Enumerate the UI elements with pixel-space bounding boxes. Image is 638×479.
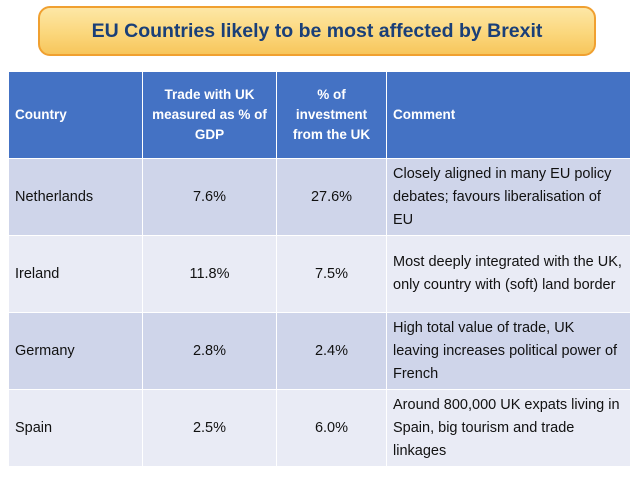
- cell-trade: 11.8%: [142, 235, 277, 313]
- brexit-impact-table: Country Trade with UK measured as % of G…: [8, 71, 631, 467]
- header-country: Country: [8, 71, 143, 159]
- slide-title: EU Countries likely to be most affected …: [91, 19, 543, 42]
- header-trade: Trade with UK measured as % of GDP: [142, 71, 277, 159]
- table-row: Netherlands 7.6% 27.6% Closely aligned i…: [8, 158, 631, 236]
- cell-comment: Around 800,000 UK expats living in Spain…: [386, 389, 631, 467]
- cell-comment: High total value of trade, UK leaving in…: [386, 312, 631, 390]
- cell-country: Germany: [8, 312, 143, 390]
- cell-country: Spain: [8, 389, 143, 467]
- cell-investment: 7.5%: [276, 235, 387, 313]
- cell-investment: 6.0%: [276, 389, 387, 467]
- cell-country: Netherlands: [8, 158, 143, 236]
- cell-investment: 27.6%: [276, 158, 387, 236]
- header-investment: % of investment from the UK: [276, 71, 387, 159]
- title-banner: EU Countries likely to be most affected …: [38, 6, 596, 56]
- cell-trade: 7.6%: [142, 158, 277, 236]
- table-row: Ireland 11.8% 7.5% Most deeply integrate…: [8, 235, 631, 313]
- table-row: Spain 2.5% 6.0% Around 800,000 UK expats…: [8, 389, 631, 467]
- header-comment: Comment: [386, 71, 631, 159]
- table-row: Germany 2.8% 2.4% High total value of tr…: [8, 312, 631, 390]
- cell-trade: 2.5%: [142, 389, 277, 467]
- cell-investment: 2.4%: [276, 312, 387, 390]
- cell-country: Ireland: [8, 235, 143, 313]
- table-header-row: Country Trade with UK measured as % of G…: [8, 71, 631, 159]
- cell-trade: 2.8%: [142, 312, 277, 390]
- cell-comment: Most deeply integrated with the UK, only…: [386, 235, 631, 313]
- cell-comment: Closely aligned in many EU policy debate…: [386, 158, 631, 236]
